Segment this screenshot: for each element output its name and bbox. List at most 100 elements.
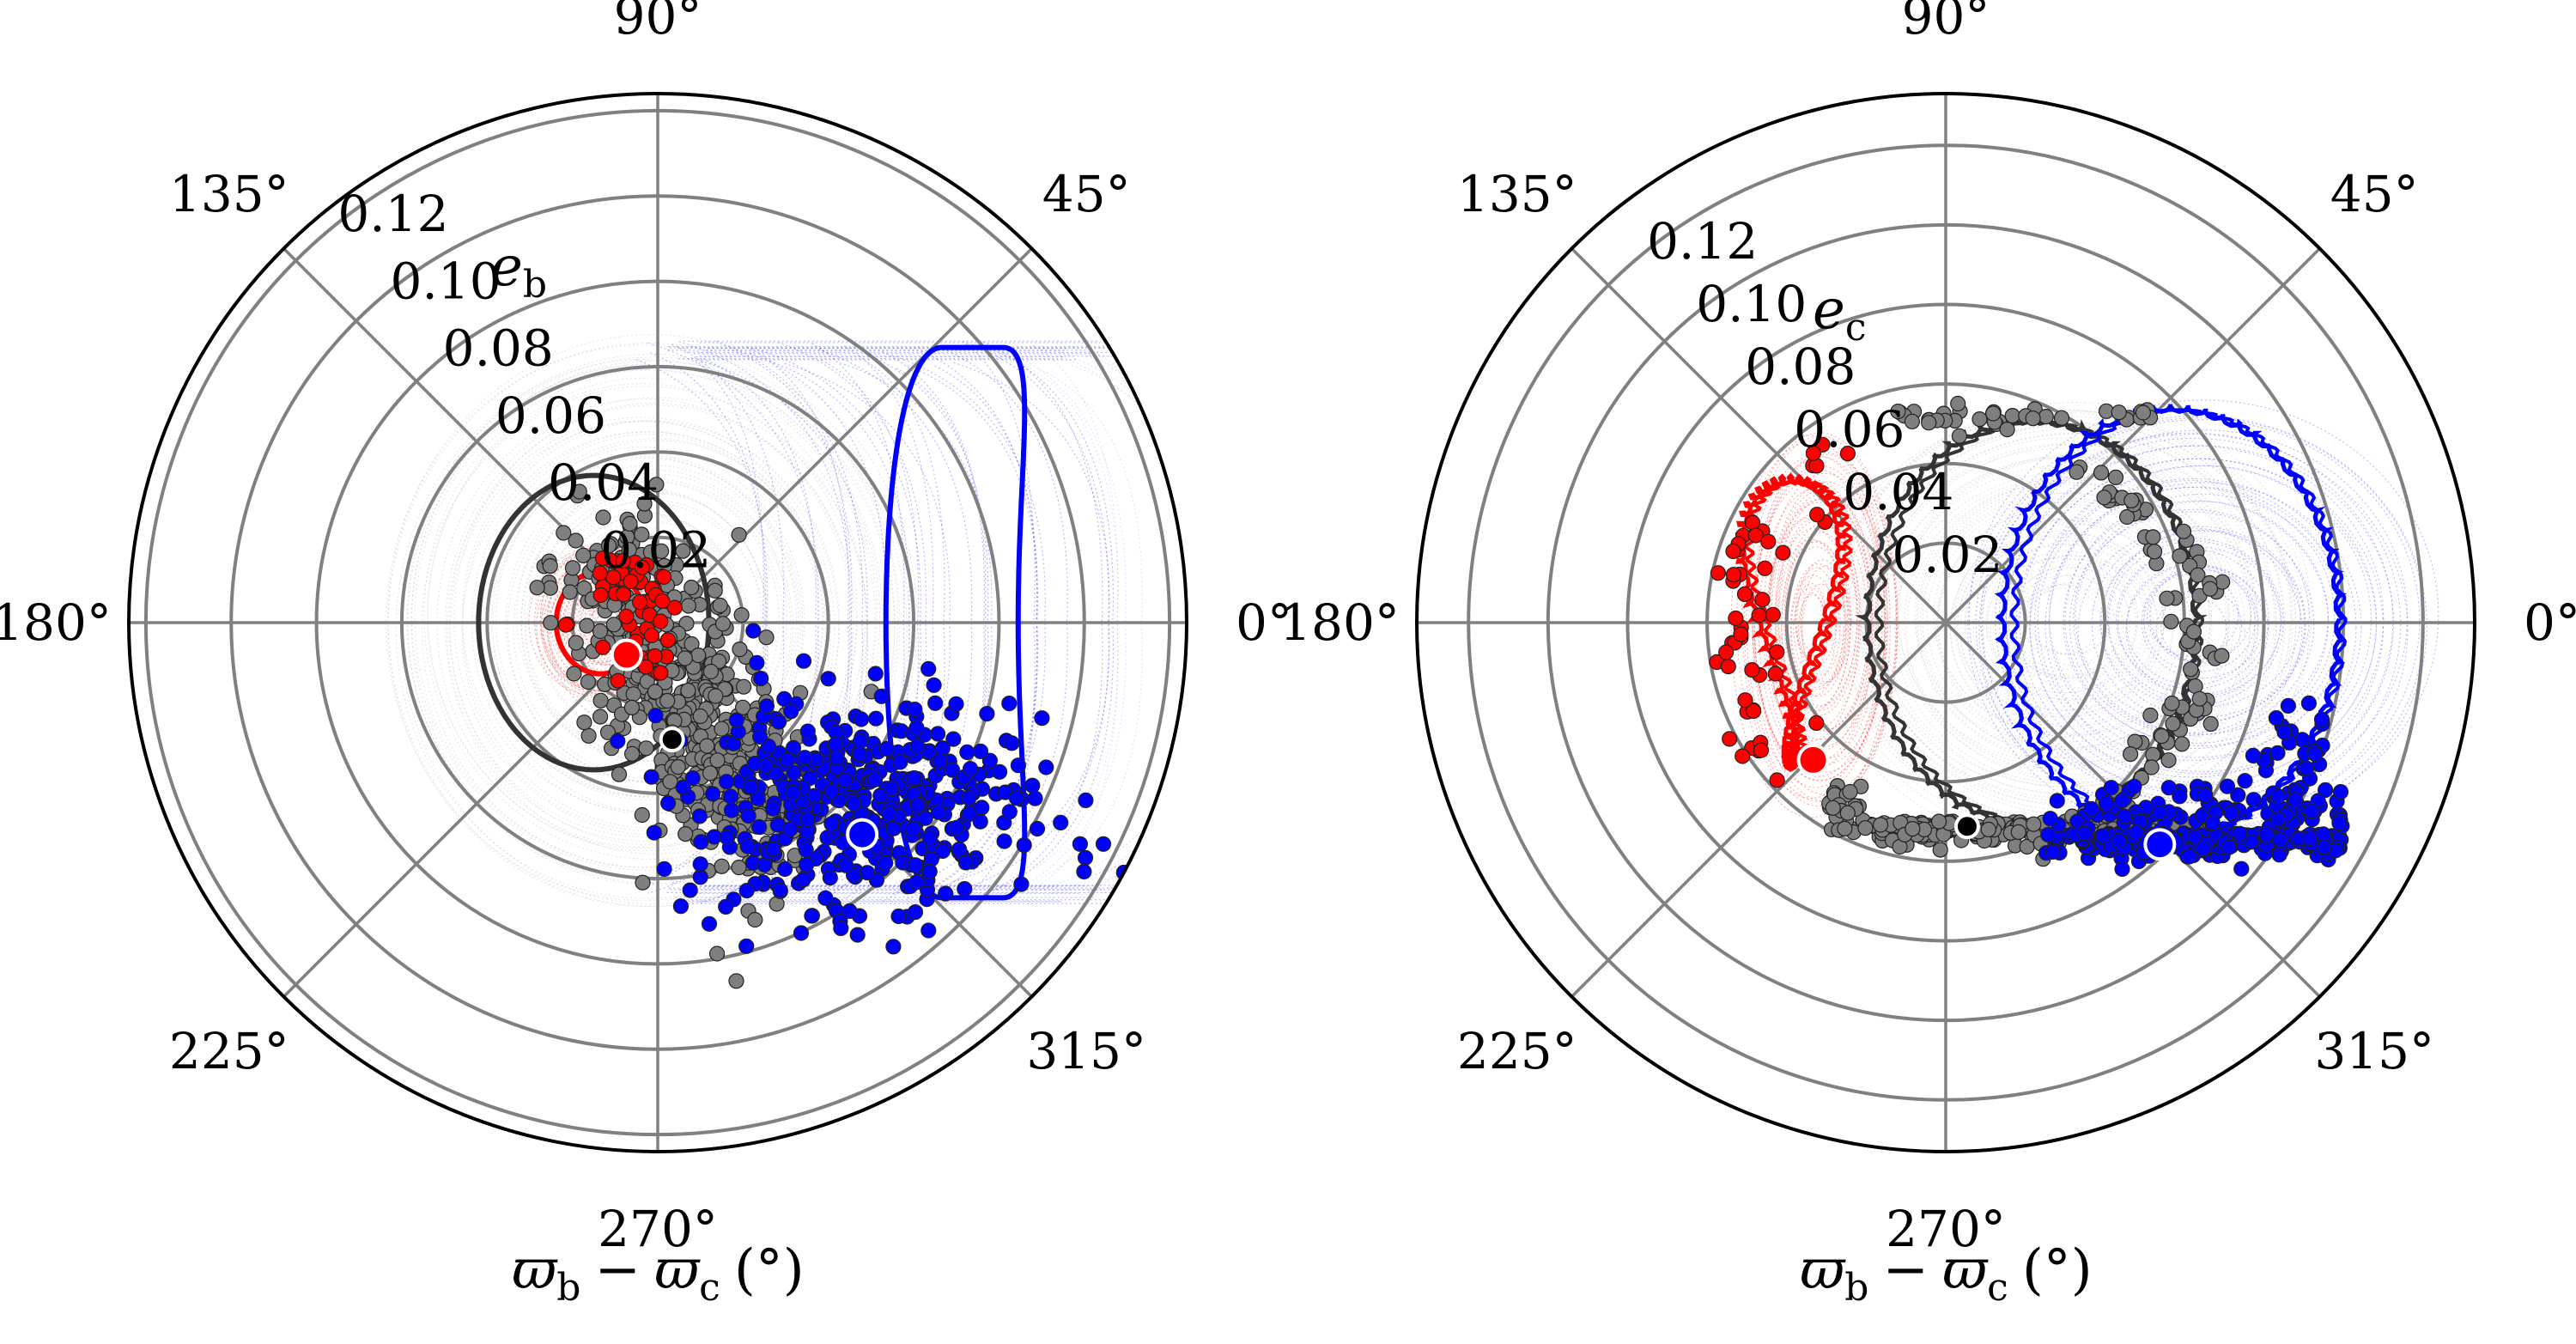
blue-dot xyxy=(1078,792,1094,809)
red-dot xyxy=(1720,658,1736,675)
blue-dot xyxy=(799,723,816,739)
blue-dot xyxy=(866,771,884,788)
blue-dot xyxy=(2272,831,2288,848)
red-dot xyxy=(610,672,626,689)
black-dot xyxy=(579,617,595,634)
black-dot xyxy=(710,653,727,670)
blue-dot xyxy=(926,677,942,693)
red-dot xyxy=(1769,772,1785,788)
black-dot xyxy=(731,859,747,876)
blue-dot xyxy=(2152,805,2168,821)
black-dot xyxy=(564,560,581,576)
blue-dot xyxy=(723,802,740,818)
black-dot xyxy=(623,699,641,716)
black-dot xyxy=(592,623,609,640)
left-x-axis-label: ϖb − ϖc (°) xyxy=(512,1238,805,1310)
blue-dot xyxy=(920,660,937,678)
black-dot xyxy=(659,692,676,709)
blue-dot xyxy=(2114,793,2130,809)
blue-dot xyxy=(909,739,926,755)
radial-tick-label: 0.02 xyxy=(1892,526,2002,584)
black-dot xyxy=(2093,465,2110,481)
black-dot xyxy=(634,526,650,543)
black-cloud-trace xyxy=(411,363,881,871)
blue-dot xyxy=(1027,790,1043,806)
black-cloud-trace xyxy=(387,334,918,907)
red-dot xyxy=(659,632,677,648)
blue-dot xyxy=(2103,780,2119,796)
angle-tick-label: 135° xyxy=(1457,165,1577,223)
black-dot xyxy=(670,758,686,775)
blue-dot xyxy=(659,795,677,812)
blue-dot xyxy=(2221,839,2237,855)
blue-dot xyxy=(693,834,709,850)
blue-dot xyxy=(2233,861,2250,877)
angle-tick-label: 90° xyxy=(1902,0,1990,46)
blue-dot xyxy=(974,800,990,816)
red-dot xyxy=(1769,644,1785,660)
black-dot xyxy=(712,597,728,614)
blue-cloud-trace xyxy=(967,342,1109,888)
blue-dot xyxy=(934,842,951,860)
blue-dot xyxy=(921,863,938,879)
blue-dot xyxy=(2302,830,2318,847)
black-dot xyxy=(543,615,559,631)
black-dot xyxy=(714,616,732,632)
blue-dot xyxy=(1077,849,1094,866)
black-dot xyxy=(566,666,582,682)
red-dot xyxy=(1754,592,1771,608)
blue-dot xyxy=(906,769,922,787)
black-dot xyxy=(2111,404,2127,421)
blue-cloud-trace xyxy=(650,352,766,885)
black-dot xyxy=(728,973,744,989)
blue-dot xyxy=(846,795,862,812)
blue-dot xyxy=(907,701,923,718)
angle-tick-label: 0° xyxy=(2524,593,2576,652)
red-dot xyxy=(615,587,632,603)
red-dot xyxy=(1718,644,1735,660)
blue-dot xyxy=(873,688,890,704)
blue-dot xyxy=(656,861,672,878)
blue-dot xyxy=(961,790,977,806)
blue-dot xyxy=(776,861,793,878)
black-dot xyxy=(758,629,775,646)
blue-dot xyxy=(2044,843,2061,861)
black-cloud-trace xyxy=(421,386,868,868)
blue-dot xyxy=(793,925,810,941)
blue-dot xyxy=(859,865,876,881)
red-dot xyxy=(1725,543,1741,560)
red-dot xyxy=(1744,661,1760,678)
blue-dot xyxy=(905,820,921,837)
blue-dot xyxy=(841,903,858,920)
black-cloud-trace xyxy=(427,383,858,849)
red-dot xyxy=(1767,666,1783,682)
black-dot xyxy=(625,686,641,702)
blue-cloud-trace xyxy=(1090,350,1187,891)
black-dot xyxy=(647,684,664,700)
black-dot xyxy=(2165,715,2181,732)
blue-dot xyxy=(2269,745,2286,761)
black-dot xyxy=(677,650,693,666)
black-dot xyxy=(2185,623,2202,640)
black-dot xyxy=(1932,842,1948,858)
blue-dot xyxy=(2245,747,2262,764)
red-initial-marker xyxy=(1796,743,1830,776)
blue-dot xyxy=(749,654,765,671)
red-dot xyxy=(1757,560,1773,576)
blue-dot xyxy=(2303,803,2319,819)
black-dot xyxy=(702,663,720,680)
blue-dot xyxy=(2237,773,2253,789)
black-dot xyxy=(2214,648,2230,664)
black-dot xyxy=(2174,736,2190,752)
red-dot xyxy=(1737,692,1753,708)
blue-dot xyxy=(1008,790,1025,806)
black-cloud-trace xyxy=(395,359,896,899)
blue-dot xyxy=(2128,824,2144,841)
red-dot xyxy=(1728,610,1744,627)
angle-tick-label: 225° xyxy=(169,1022,289,1080)
black-dot xyxy=(734,699,751,715)
blue-dot xyxy=(2313,711,2330,727)
blue-dot xyxy=(2223,805,2239,821)
blue-trajectory-curve xyxy=(883,344,1028,901)
blue-dot xyxy=(751,728,769,745)
